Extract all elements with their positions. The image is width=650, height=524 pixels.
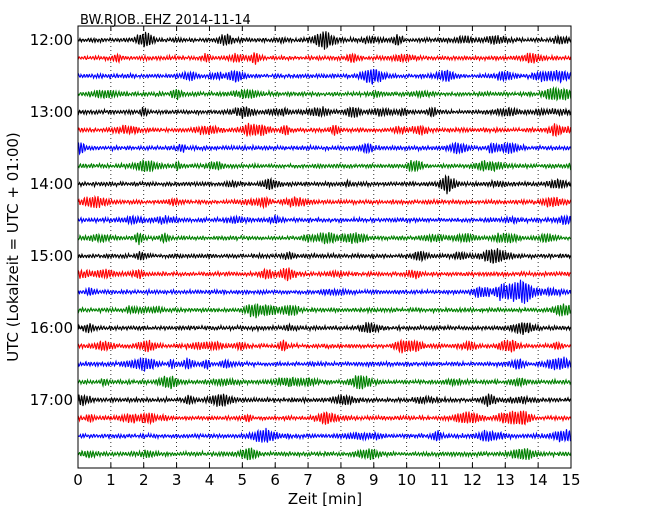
x-tick-label: 3: [172, 471, 182, 489]
trace-line: [77, 232, 572, 246]
traces-group: [77, 31, 572, 461]
chart-title: BW.RJOB..EHZ 2014-11-14: [80, 13, 251, 28]
x-tick-label: 0: [73, 471, 83, 489]
trace-line: [77, 248, 572, 264]
y-tick-label: 14:00: [30, 175, 73, 193]
y-axis-ticks: 12:00 13:00 14:00 15:00 16:00 17:00: [30, 31, 571, 409]
x-tick-label: 8: [336, 471, 346, 489]
y-tick-label: 17:00: [30, 391, 73, 409]
x-tick-label: 7: [303, 471, 313, 489]
y-tick-label: 12:00: [30, 31, 73, 49]
x-tick-label: 5: [238, 471, 248, 489]
x-axis-label: Zeit [min]: [288, 490, 362, 508]
x-tick-label: 6: [270, 471, 280, 489]
x-tick-label: 14: [529, 471, 548, 489]
trace-line: [77, 410, 572, 426]
x-tick-label: 12: [463, 471, 482, 489]
x-tick-label: 11: [430, 471, 449, 489]
trace-line: [77, 427, 572, 443]
x-tick-label: 4: [205, 471, 215, 489]
x-tick-label: 9: [369, 471, 379, 489]
y-tick-label: 15:00: [30, 247, 73, 265]
trace-line: [77, 159, 572, 173]
trace-line: [77, 174, 572, 195]
trace-line: [77, 393, 572, 408]
trace-line: [77, 122, 572, 138]
trace-line: [77, 194, 572, 210]
y-tick-label: 13:00: [30, 103, 73, 121]
plot-frame: [77, 25, 572, 469]
trace-line: [77, 141, 572, 156]
trace-line: [77, 338, 572, 354]
trace-line: [77, 86, 572, 102]
grid-lines: [110, 26, 539, 468]
trace-line: [77, 214, 572, 226]
x-tick-label: 13: [496, 471, 515, 489]
trace-line: [77, 303, 572, 319]
trace-line: [77, 267, 572, 282]
trace-line: [77, 356, 572, 372]
trace-line: [77, 52, 572, 65]
trace-line: [77, 68, 572, 85]
x-axis-ticks: 0 1 2 3 4 5 6 7 8 9 10 11 12 13 14 15: [73, 26, 581, 489]
trace-line: [77, 321, 572, 336]
x-tick-label: 15: [561, 471, 580, 489]
x-tick-label: 10: [397, 471, 416, 489]
trace-line: [77, 447, 572, 461]
trace-line: [77, 106, 572, 119]
trace-line: [77, 375, 572, 390]
y-axis-label: UTC (Lokalzeit = UTC + 01:00): [4, 132, 22, 362]
trace-line: [77, 279, 572, 304]
trace-line: [77, 31, 572, 50]
x-tick-label: 1: [106, 471, 116, 489]
y-tick-label: 16:00: [30, 319, 73, 337]
x-tick-label: 2: [139, 471, 149, 489]
